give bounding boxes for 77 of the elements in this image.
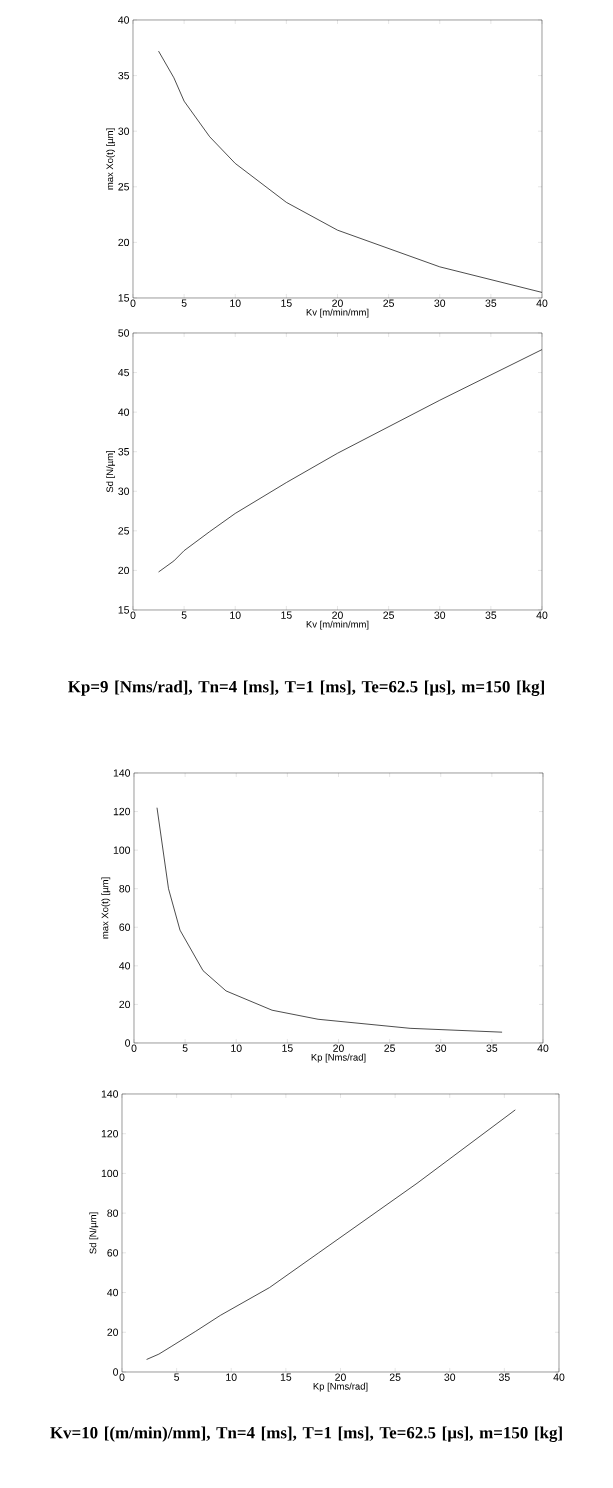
y-tick-label: 100 [101,1169,119,1178]
y-tick-label: 40 [118,16,130,24]
y-tick-label: 50 [118,329,130,337]
y-tick-label: 0 [125,1039,131,1047]
x-tick-label: 35 [486,1044,498,1052]
y-axis-title: Sd [N/µm] [106,451,116,493]
x-tick-label: 0 [130,299,136,307]
x-tick-label: 20 [332,299,343,307]
x-tick-label: 10 [230,299,241,307]
x-tick-label: 25 [384,1044,395,1052]
x-tick-label: 30 [435,1044,447,1052]
y-tick-label: 20 [107,1328,119,1336]
x-tick-label: 5 [181,299,187,307]
x-tick-label: 5 [181,611,187,619]
x-tick-label: 10 [231,1044,242,1052]
y-tick-label: 140 [101,1090,119,1098]
x-tick-label: 40 [536,611,548,619]
x-tick-label: 0 [131,1044,137,1052]
x-tick-label: 20 [335,1373,346,1381]
x-axis-title: Kv [m/min/mm] [306,620,369,630]
y-axis-title: Sd [N/µm] [89,1212,99,1254]
y-tick-label: 100 [113,846,131,854]
x-tick-label: 20 [332,611,343,619]
y-tick-label: 60 [119,923,131,931]
x-tick-label: 15 [281,299,292,307]
y-tick-label: 80 [119,885,131,893]
x-tick-label: 35 [498,1373,510,1381]
y-tick-label: 25 [118,183,130,191]
x-tick-label: 5 [174,1373,180,1381]
x-tick-label: 35 [485,299,497,307]
x-axis-title: Kv [m/min/mm] [306,308,369,318]
y-tick-label: 40 [107,1288,119,1297]
y-tick-label: 40 [118,408,130,416]
text: Kv=10 [(m/min)/mm], Tn=4 [ms], T=1 [ms], Te=62.5 [µs], m=150 [kg] [50,1426,562,1442]
y-tick-label: 45 [118,368,130,377]
x-axis-title: Kp [Nms/rad] [313,1382,368,1392]
x-tick-label: 15 [282,1044,293,1052]
y-tick-label: 15 [118,294,130,302]
y-tick-label: 15 [118,606,130,614]
y-tick-label: 35 [118,71,130,80]
x-tick-label: 25 [383,299,394,307]
y-tick-label: 120 [101,1130,119,1138]
line-series [146,1109,516,1360]
x-tick-label: 25 [383,611,394,619]
x-tick-label: 40 [536,299,548,307]
y-tick-label: 20 [118,238,130,247]
x-tick-label: 10 [230,611,241,619]
x-axis-title: Kp [Nms/rad] [311,1053,366,1063]
y-tick-label: 30 [118,487,130,495]
y-axis-title: max Xo(t) [µm] [106,128,116,190]
x-tick-label: 25 [389,1373,401,1381]
y-tick-label: 60 [107,1249,119,1257]
x-tick-label: 35 [485,611,497,619]
y-tick-label: 140 [113,769,131,777]
x-tick-label: 5 [182,1044,188,1052]
x-tick-label: 40 [553,1373,565,1381]
x-tick-label: 30 [434,299,446,307]
x-tick-label: 15 [280,1373,292,1381]
x-tick-label: 30 [444,1373,456,1381]
line-series [156,807,503,1033]
y-tick-label: 120 [113,807,131,816]
text: Kp=9 [Nms/rad], Tn=4 [ms], T=1 [ms], Te=62.5 [µs], m=150 [kg] [68,680,544,696]
x-tick-label: 0 [130,611,136,619]
y-tick-label: 25 [118,527,130,535]
x-tick-label: 20 [333,1044,344,1052]
y-tick-label: 30 [118,127,130,135]
x-tick-label: 15 [281,611,292,619]
x-tick-label: 40 [537,1044,549,1052]
y-tick-label: 40 [119,962,131,970]
x-tick-label: 30 [434,611,446,619]
x-tick-label: 10 [226,1373,237,1381]
y-axis-title: max Xo(t) [µm] [101,877,111,939]
y-tick-label: 20 [119,1000,131,1009]
y-tick-label: 80 [107,1209,119,1217]
y-tick-label: 0 [113,1368,119,1376]
y-tick-label: 20 [118,566,130,575]
y-tick-label: 35 [118,448,130,456]
